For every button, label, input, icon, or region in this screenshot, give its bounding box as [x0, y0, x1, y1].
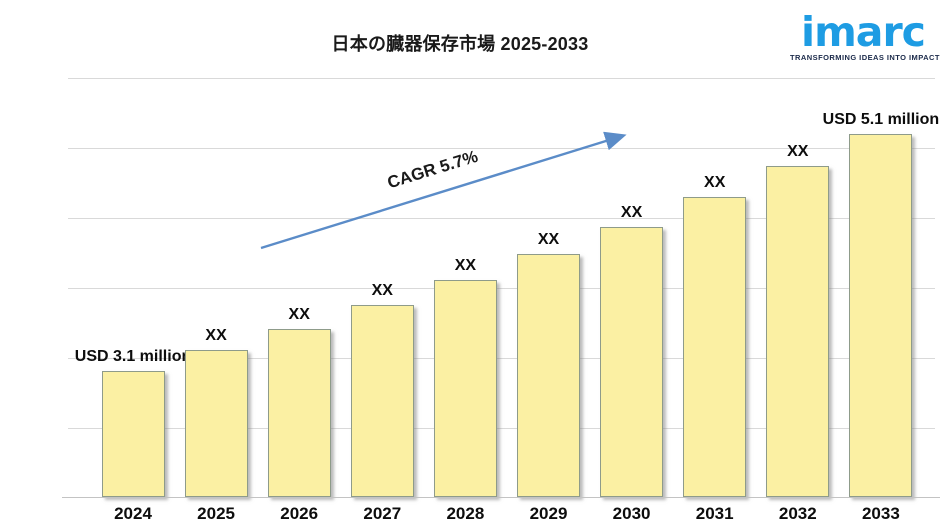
cagr-trend-arrow-icon	[260, 131, 627, 250]
bar-2033	[849, 134, 912, 497]
gridline	[68, 78, 935, 79]
bar-2027	[351, 305, 414, 497]
bar-2026	[268, 329, 331, 497]
gridline	[68, 148, 935, 149]
bar-value-label-2024: USD 3.1 million	[74, 348, 192, 365]
bar-2032	[766, 166, 829, 497]
x-axis-label-2032: 2032	[778, 504, 817, 523]
bar-value-label-2031: XX	[704, 174, 726, 191]
bar-value-label-2026: XX	[288, 306, 310, 323]
bar-value-label-2028: XX	[454, 257, 477, 274]
bar-2030	[600, 227, 663, 497]
bar-value-label-2030: XX	[620, 204, 643, 221]
x-axis-label-2028: 2028	[446, 504, 485, 523]
bar-2024	[102, 371, 165, 497]
x-axis-label-2031: 2031	[695, 504, 734, 523]
gridline	[68, 218, 935, 219]
chart-title: 日本の臓器保存市場 2025-2033	[331, 34, 589, 54]
x-axis-line	[62, 497, 940, 498]
gridline	[68, 358, 935, 359]
x-axis-label-2030: 2030	[612, 504, 651, 523]
imarc-logo-wordmark: imarc	[801, 8, 926, 56]
bar-2028	[434, 280, 497, 497]
bar-2031	[683, 197, 746, 497]
bar-value-label-2025: XX	[205, 327, 227, 344]
bar-value-label-2032: XX	[787, 143, 809, 160]
x-axis-label-2027: 2027	[363, 504, 402, 523]
imarc-logo-tagline: TRANSFORMING IDEAS INTO IMPACT	[790, 53, 940, 62]
x-axis-label-2025: 2025	[197, 504, 236, 523]
x-axis-label-2033: 2033	[861, 504, 900, 523]
bar-value-label-2029: XX	[537, 231, 560, 248]
x-axis-label-2024: 2024	[114, 504, 152, 523]
gridline	[68, 428, 935, 429]
x-axis-label-2026: 2026	[280, 504, 319, 523]
gridline	[68, 288, 935, 289]
bar-value-label-2033: USD 5.1 million	[822, 111, 940, 128]
imarc-logo: imarc TRANSFORMING IDEAS INTO IMPACT	[790, 8, 940, 63]
bar-value-label-2027: XX	[371, 282, 393, 299]
x-axis-label-2029: 2029	[529, 504, 568, 523]
bar-2029	[517, 254, 580, 497]
bar-2025	[185, 350, 248, 497]
